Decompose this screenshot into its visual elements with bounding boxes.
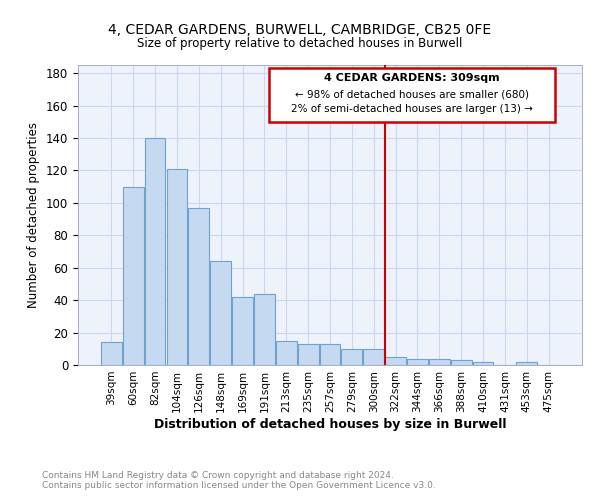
Bar	[341, 349, 362, 365]
Text: 4, CEDAR GARDENS, BURWELL, CAMBRIDGE, CB25 0FE: 4, CEDAR GARDENS, BURWELL, CAMBRIDGE, CB…	[109, 22, 491, 36]
FancyBboxPatch shape	[269, 68, 555, 122]
Bar	[276, 340, 296, 365]
Bar	[407, 358, 428, 365]
X-axis label: Distribution of detached houses by size in Burwell: Distribution of detached houses by size …	[154, 418, 506, 430]
Bar	[101, 342, 122, 365]
Text: 2% of semi-detached houses are larger (13) →: 2% of semi-detached houses are larger (1…	[291, 104, 533, 114]
Bar	[232, 297, 253, 365]
Bar	[254, 294, 275, 365]
Bar	[364, 349, 384, 365]
Text: 4 CEDAR GARDENS: 309sqm: 4 CEDAR GARDENS: 309sqm	[324, 73, 500, 83]
Bar	[429, 358, 450, 365]
Bar	[210, 261, 231, 365]
Bar	[473, 362, 493, 365]
Y-axis label: Number of detached properties: Number of detached properties	[28, 122, 40, 308]
Bar	[385, 357, 406, 365]
Bar	[188, 208, 209, 365]
Bar	[123, 186, 143, 365]
Bar	[298, 344, 319, 365]
Bar	[167, 169, 187, 365]
Bar	[451, 360, 472, 365]
Text: ← 98% of detached houses are smaller (680): ← 98% of detached houses are smaller (68…	[295, 90, 529, 100]
Text: Contains HM Land Registry data © Crown copyright and database right 2024.: Contains HM Land Registry data © Crown c…	[42, 471, 394, 480]
Bar	[320, 344, 340, 365]
Text: Size of property relative to detached houses in Burwell: Size of property relative to detached ho…	[137, 38, 463, 51]
Bar	[145, 138, 166, 365]
Text: Contains public sector information licensed under the Open Government Licence v3: Contains public sector information licen…	[42, 481, 436, 490]
Bar	[517, 362, 537, 365]
